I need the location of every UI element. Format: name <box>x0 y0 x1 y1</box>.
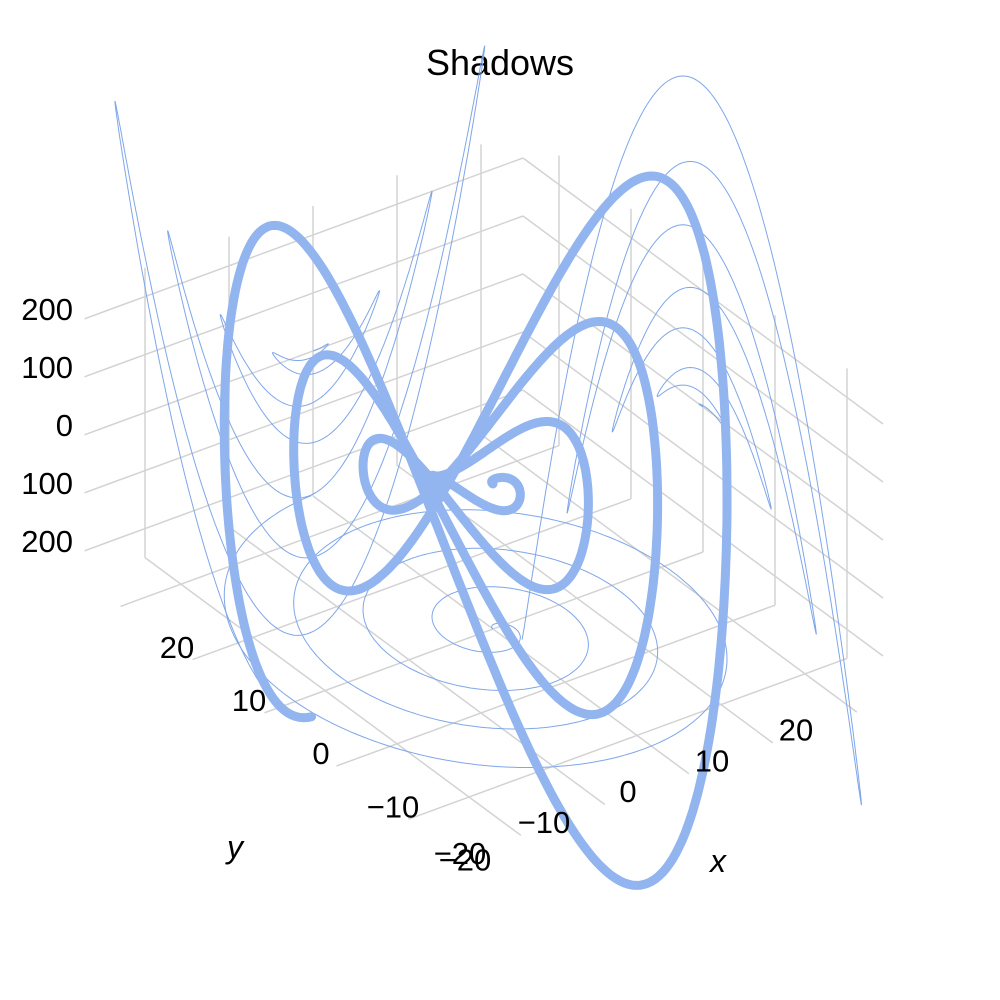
gridline-wall-z-right <box>522 215 884 483</box>
series-line <box>219 171 732 890</box>
tick-layer: −20 −10 0 10 20 −20 −10 0 10 20 200 100 0 100 200 <box>21 292 813 877</box>
y-tick-label: 0 <box>619 774 636 809</box>
tick-mark-z <box>84 311 104 320</box>
chart-title: Shadows <box>426 42 574 83</box>
gridline-wall-z-left <box>102 157 524 313</box>
grid-layer <box>84 144 884 836</box>
y-tick-label: 10 <box>695 743 729 778</box>
gridline-wall-z-left <box>102 389 524 545</box>
gridline-floor-y <box>480 433 842 702</box>
z-tick-label: 100 <box>21 350 73 385</box>
tick-mark-x <box>336 758 356 767</box>
curve-layer <box>219 171 732 890</box>
tick-mark-x <box>120 598 140 608</box>
shadow-xz <box>521 75 862 806</box>
tick-mark-z <box>84 485 104 494</box>
x-tick-label: 0 <box>312 736 329 771</box>
z-tick-label: 200 <box>21 524 73 559</box>
tick-mark-y <box>672 761 690 775</box>
tick-mark-z <box>84 543 104 552</box>
x-tick-label: 10 <box>232 683 266 718</box>
x-tick-label: 20 <box>160 630 194 665</box>
gridline-wall-z-right <box>522 389 884 657</box>
tick-mark-x <box>192 652 212 661</box>
tick-mark-z <box>84 427 104 436</box>
x-tick-label: −20 <box>439 843 492 878</box>
tick-mark-y <box>504 822 522 836</box>
z-tick-label: 200 <box>21 292 73 327</box>
z-tick-label: 100 <box>21 466 73 501</box>
tick-mark-y <box>588 792 606 806</box>
tick-mark-z <box>84 369 104 378</box>
y-tick-label: −20 <box>434 836 487 871</box>
x-tick-label: −10 <box>367 789 420 824</box>
z-tick-label: 0 <box>56 408 73 443</box>
shadow-yz <box>114 45 486 719</box>
y-tick-label: −10 <box>518 805 571 840</box>
tick-mark-x <box>408 811 428 820</box>
gridline-wall-z-left <box>102 331 524 487</box>
tick-mark-y <box>756 730 774 744</box>
y-tick-label: 20 <box>779 713 813 748</box>
tick-mark-y <box>840 699 858 713</box>
y-axis-label: y <box>225 829 245 865</box>
x-axis-label: x <box>708 843 727 879</box>
gridline-wall-z-left <box>102 215 524 371</box>
gridline-floor-y <box>144 556 506 825</box>
